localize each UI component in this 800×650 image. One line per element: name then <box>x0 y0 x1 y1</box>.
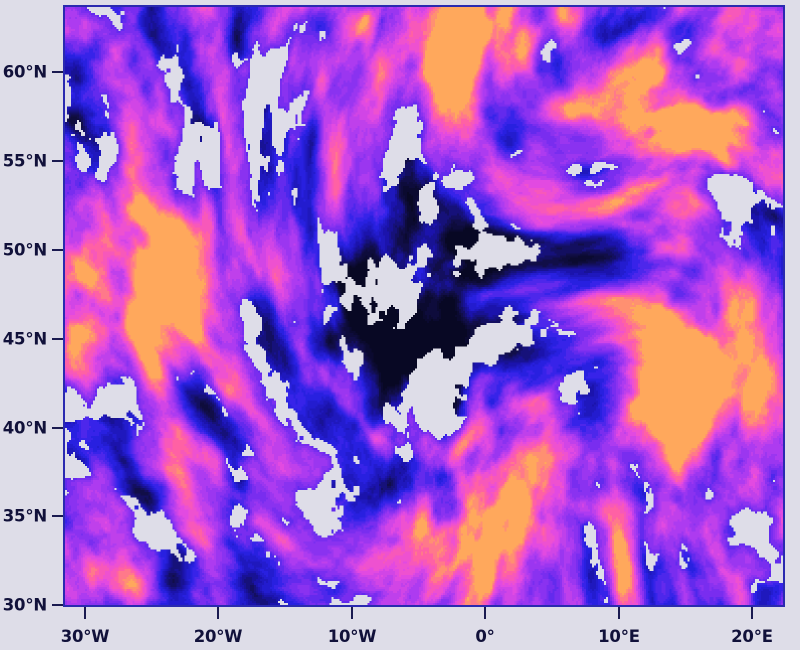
y-tick-label: 40°N <box>2 418 47 438</box>
y-tick-mark <box>52 71 63 73</box>
heatmap-raster <box>65 7 783 605</box>
y-tick-mark <box>52 427 63 429</box>
x-tick-mark <box>351 607 353 619</box>
x-tick-mark <box>84 607 86 619</box>
x-tick-mark <box>618 607 620 619</box>
y-tick-label: 55°N <box>2 151 47 171</box>
x-tick-mark <box>217 607 219 619</box>
x-tick-label: 30°W <box>60 627 110 646</box>
y-tick-mark <box>52 604 63 606</box>
x-tick-label: 10°E <box>598 627 640 646</box>
x-tick-mark <box>484 607 486 619</box>
y-tick-label: 45°N <box>2 329 47 349</box>
x-tick-label: 20°W <box>193 627 243 646</box>
x-tick-label: 0° <box>475 627 495 646</box>
map-plot-area[interactable] <box>63 5 785 607</box>
y-tick-mark <box>52 338 63 340</box>
x-tick-mark <box>751 607 753 619</box>
y-tick-mark <box>52 160 63 162</box>
y-tick-label: 60°N <box>2 62 47 82</box>
y-tick-mark <box>52 515 63 517</box>
y-tick-label: 50°N <box>2 240 47 260</box>
y-tick-label: 35°N <box>2 506 47 526</box>
y-tick-mark <box>52 249 63 251</box>
y-tick-label: 30°N <box>2 595 47 615</box>
x-tick-label: 20°E <box>731 627 773 646</box>
x-tick-label: 10°W <box>327 627 377 646</box>
